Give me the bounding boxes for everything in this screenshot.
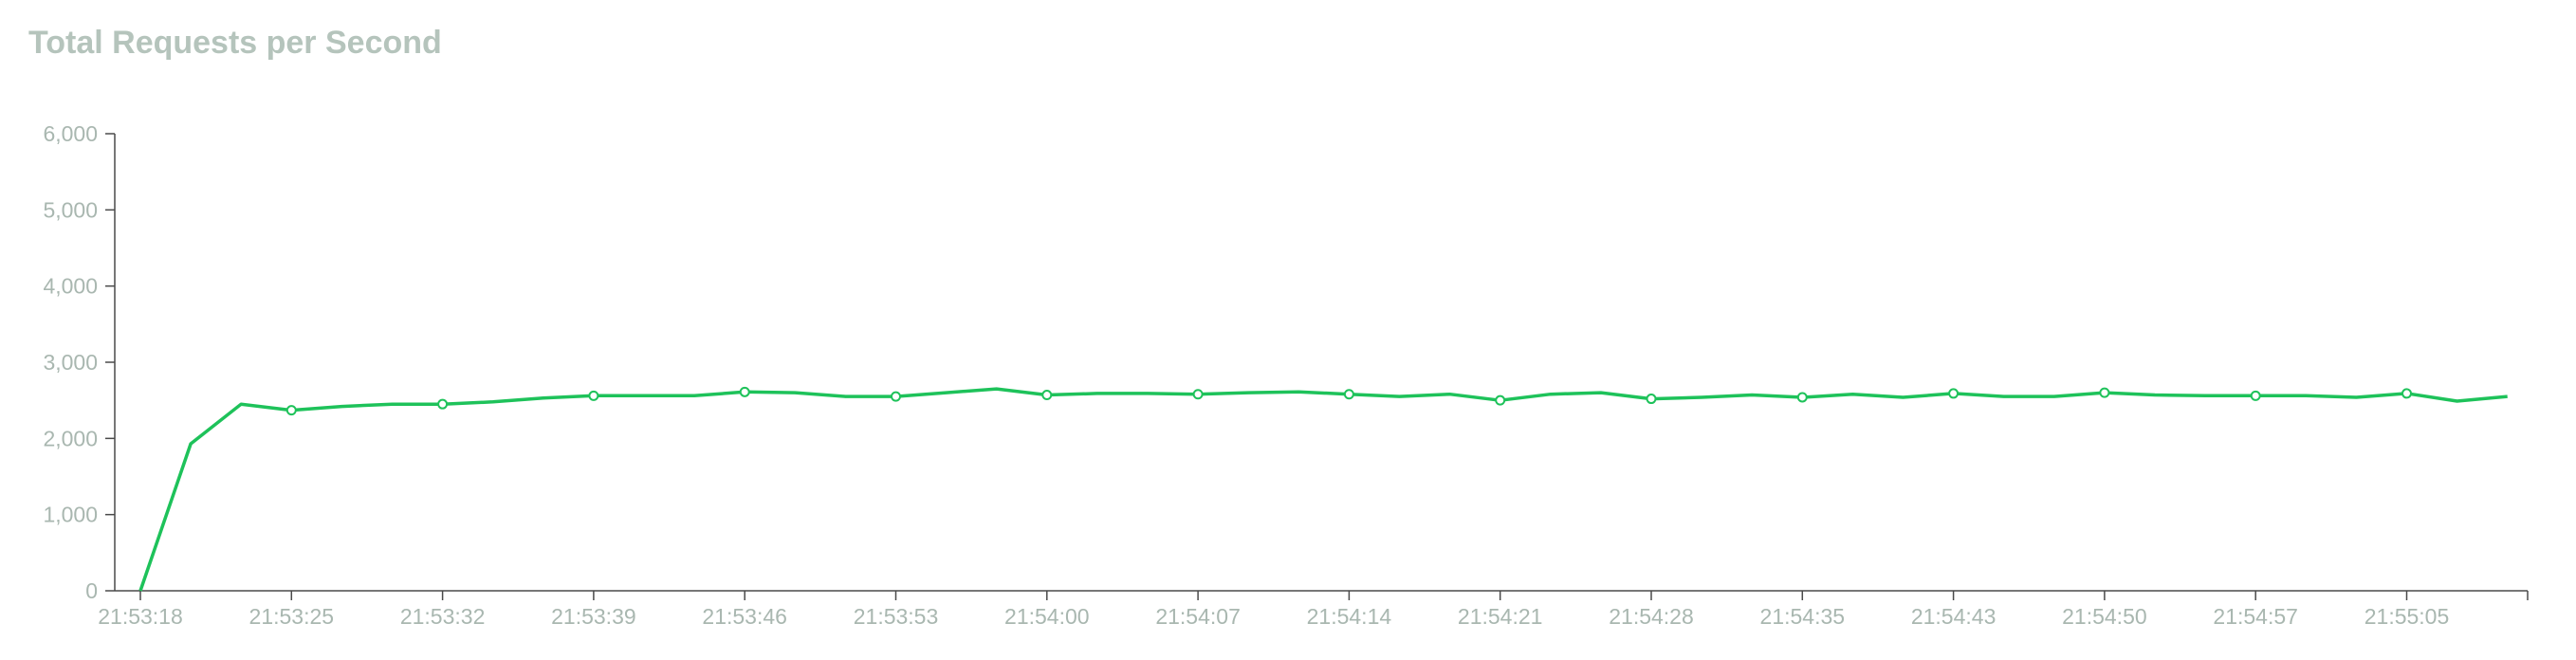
x-tick-label: 21:54:35 [1760, 604, 1846, 629]
x-tick-label: 21:54:28 [1609, 604, 1694, 629]
data-point [1343, 389, 1354, 400]
series-line [138, 387, 2508, 592]
x-tick-label: 21:53:18 [98, 604, 183, 629]
data-point [1041, 390, 1053, 401]
x-tick-label: 21:53:32 [400, 604, 486, 629]
x-tick-label: 21:54:50 [2062, 604, 2147, 629]
data-point [2401, 388, 2412, 399]
y-tick-label: 1,000 [43, 503, 98, 527]
data-point [1495, 394, 1506, 406]
data-point [2099, 387, 2110, 398]
data-point [588, 390, 599, 401]
data-point [1796, 392, 1808, 403]
y-tick-label: 2,000 [43, 426, 98, 450]
x-tick-label: 21:53:46 [702, 604, 787, 629]
x-tick-label: 21:54:43 [1911, 604, 1996, 629]
data-point [1948, 388, 1960, 399]
x-tick-label: 21:54:57 [2213, 604, 2298, 629]
data-point [2250, 390, 2261, 401]
x-tick-label: 21:54:00 [1004, 604, 1090, 629]
y-tick-label: 6,000 [43, 121, 98, 146]
data-point [891, 391, 901, 402]
y-tick-label: 4,000 [43, 274, 98, 299]
data-point [437, 398, 449, 410]
y-tick-label: 5,000 [43, 197, 98, 222]
y-tick-label: 3,000 [43, 350, 98, 375]
x-tick-label: 21:54:14 [1307, 604, 1392, 629]
chart-title: Total Requests per Second [28, 25, 442, 61]
x-tick-label: 21:53:53 [854, 604, 939, 629]
data-point [1192, 389, 1204, 400]
x-tick-label: 21:53:39 [551, 604, 636, 629]
x-tick-label: 21:54:21 [1458, 604, 1543, 629]
x-tick-label: 21:54:07 [1155, 604, 1241, 629]
x-tick-label: 21:53:25 [249, 604, 335, 629]
data-point [285, 405, 297, 416]
x-tick-label: 21:55:05 [2364, 604, 2450, 629]
data-point [739, 386, 750, 397]
y-tick-label: 0 [85, 578, 98, 603]
data-point [1646, 394, 1657, 405]
